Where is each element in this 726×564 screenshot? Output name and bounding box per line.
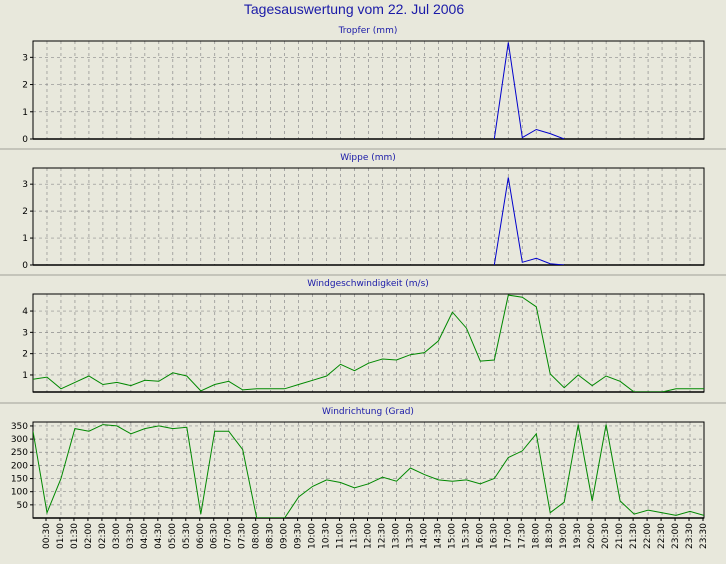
y-tick-label: 150	[11, 475, 28, 485]
x-tick-label: 08:00	[252, 523, 262, 549]
x-tick-label: 01:00	[56, 523, 66, 549]
x-tick-label: 21:00	[615, 523, 625, 549]
y-tick-label: 4	[22, 307, 28, 317]
x-tick-label: 15:00	[447, 523, 457, 549]
series-line	[33, 294, 704, 392]
y-tick-label: 2	[22, 350, 28, 360]
y-tick-label: 1	[22, 108, 28, 118]
y-tick-label: 1	[22, 234, 28, 244]
y-tick-label: 200	[11, 461, 28, 471]
x-tick-label: 03:30	[126, 523, 136, 549]
x-tick-label: 00:30	[42, 523, 52, 549]
y-tick-label: 350	[11, 422, 28, 432]
y-tick-label: 3	[22, 53, 28, 63]
chart-title: Tagesauswertung vom 22. Jul 2006	[244, 1, 464, 17]
y-tick-label: 1	[22, 371, 28, 381]
x-tick-label: 09:30	[294, 523, 304, 549]
x-tick-label: 16:00	[475, 523, 485, 549]
x-tick-label: 21:30	[629, 523, 639, 549]
x-tick-label: 06:30	[210, 523, 220, 549]
x-tick-label: 14:30	[433, 523, 443, 549]
series-line	[493, 42, 565, 139]
x-tick-label: 02:30	[98, 523, 108, 549]
x-tick-label: 12:00	[364, 523, 374, 549]
x-tick-label: 05:00	[168, 523, 178, 549]
y-tick-label: 100	[11, 488, 28, 498]
x-tick-label: 23:30	[699, 523, 709, 549]
x-tick-label: 13:30	[405, 523, 415, 549]
x-tick-label: 11:00	[336, 523, 346, 549]
y-tick-label: 50	[17, 501, 29, 511]
x-tick-label: 04:30	[154, 523, 164, 549]
y-tick-label: 250	[11, 448, 28, 458]
panel-4: Windrichtung (Grad) 50 100 150 200 250 300 350	[0, 402, 726, 519]
x-tick-label: 18:00	[531, 523, 541, 549]
x-tick-label: 11:30	[350, 523, 360, 549]
x-tick-label: 02:00	[84, 523, 94, 549]
panel-title: Tropfer (mm)	[338, 26, 398, 36]
y-tick-label: 2	[22, 207, 28, 217]
x-tick-label: 08:30	[266, 523, 276, 549]
x-tick-label: 14:00	[419, 523, 429, 549]
x-tick-label: 03:00	[112, 523, 122, 549]
x-tick-label: 01:30	[70, 523, 80, 549]
y-tick-label: 3	[22, 180, 28, 190]
x-tick-label: 06:00	[196, 523, 206, 549]
panel-3: Windgeschwindigkeit (m/s) 1 2 3 4	[0, 274, 726, 393]
x-tick-label: 22:30	[657, 523, 667, 549]
x-tick-label: 23:30	[685, 523, 695, 549]
panel-title: Windrichtung (Grad)	[322, 407, 414, 417]
x-tick-label: 17:00	[503, 523, 513, 549]
x-tick-label: 18:30	[545, 523, 555, 549]
y-tick-label: 0	[22, 261, 28, 271]
x-tick-label: 13:00	[391, 523, 401, 549]
x-tick-label: 04:00	[140, 523, 150, 549]
panel-2: Wippe (mm) 0 1 2 3	[0, 148, 726, 271]
x-tick-label: 22:00	[643, 523, 653, 549]
x-tick-label: 23:00	[671, 523, 681, 549]
x-tick-label: 20:30	[601, 523, 611, 549]
panel-title: Windgeschwindigkeit (m/s)	[307, 279, 429, 289]
y-tick-label: 0	[22, 135, 28, 145]
x-tick-label: 09:00	[280, 523, 290, 549]
x-tick-label: 07:00	[224, 523, 234, 549]
x-tick-label: 20:00	[587, 523, 597, 549]
panel-1: Tropfer (mm) 0 1 2 3	[22, 26, 705, 145]
y-tick-label: 3	[22, 328, 28, 338]
x-tick-label: 19:00	[559, 523, 569, 549]
x-tick-label: 16:30	[489, 523, 499, 549]
y-tick-label: 300	[11, 435, 28, 445]
x-tick-label: 17:30	[517, 523, 527, 549]
x-axis: 00:30 01:00 01:30 02:00 02:30 03:00 03:30 04:00…	[42, 518, 709, 549]
series-line	[493, 177, 565, 265]
x-tick-label: 12:30	[377, 523, 387, 549]
x-tick-label: 10:00	[308, 523, 318, 549]
series-line	[33, 424, 704, 518]
x-tick-label: 07:30	[238, 523, 248, 549]
x-tick-label: 19:30	[573, 523, 583, 549]
x-tick-label: 05:30	[182, 523, 192, 549]
y-tick-label: 2	[22, 81, 28, 91]
x-tick-label: 15:30	[461, 523, 471, 549]
panel-title: Wippe (mm)	[340, 153, 396, 163]
x-tick-label: 10:30	[322, 523, 332, 549]
